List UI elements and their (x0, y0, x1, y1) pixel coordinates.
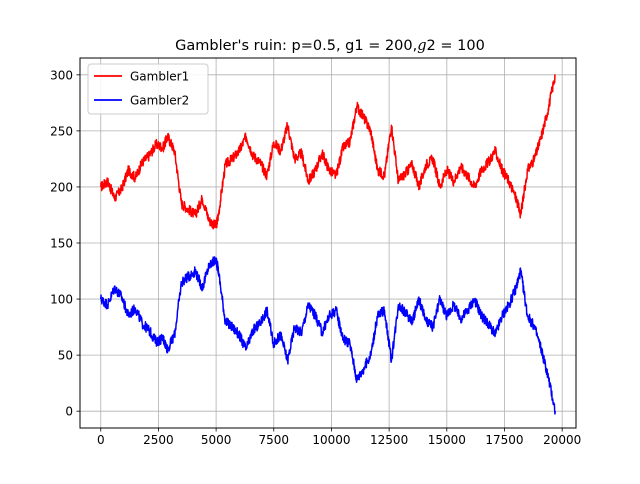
y-tick-label: 100 (50, 293, 73, 307)
legend-label-gambler1: Gambler1 (130, 70, 189, 84)
legend-label-gambler2: Gambler2 (130, 94, 189, 108)
chart-title: Gambler's ruin: p=0.5, g1 = 200,g2 = 100 (175, 38, 485, 54)
chart-title-prefix: Gambler's ruin: p=0.5, g1 = 200, (175, 38, 417, 54)
axes-frame (79, 57, 577, 429)
series-line-gambler1 (100, 74, 556, 230)
x-tick-label: 17500 (485, 433, 523, 447)
y-tick-label: 150 (50, 237, 73, 251)
y-tick-label: 300 (50, 68, 73, 82)
chart-title-math-rest: 2 = 100 (427, 38, 485, 54)
y-tick-label: 50 (58, 349, 73, 363)
y-tick-label: 250 (50, 124, 73, 138)
series-line-gambler2 (100, 256, 556, 415)
chart-title-math-var: g (417, 38, 426, 54)
legend: Gambler1 Gambler2 (87, 63, 209, 115)
x-tick-label: 15000 (428, 433, 466, 447)
x-tick-label: 10000 (312, 433, 350, 447)
x-tick-label: 5000 (201, 433, 232, 447)
x-tick-label: 7500 (259, 433, 290, 447)
x-tick-label: 0 (97, 433, 105, 447)
grid-layer (80, 58, 576, 428)
x-tick-label: 12500 (370, 433, 408, 447)
tick-layer: 0 2500 5000 7500 10000 12500 15000 17500 20000 0 5… (50, 68, 581, 447)
x-tick-label: 2500 (143, 433, 174, 447)
y-tick-label: 200 (50, 180, 73, 194)
series-layer (100, 74, 556, 415)
y-tick-label: 0 (65, 405, 73, 419)
x-tick-label: 20000 (543, 433, 581, 447)
